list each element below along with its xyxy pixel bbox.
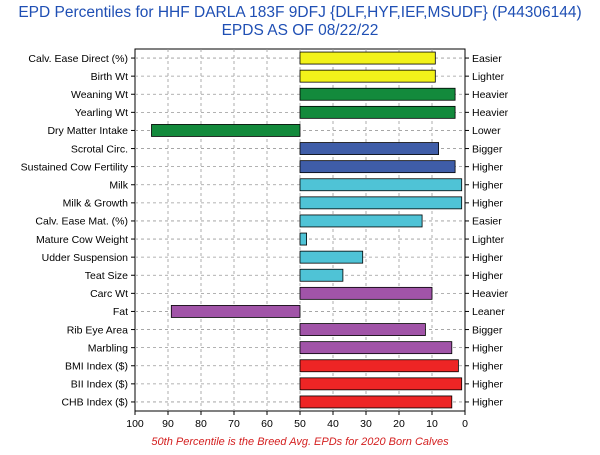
direction-label: Heavier — [472, 107, 509, 119]
x-tick-label: 50 — [294, 418, 306, 430]
x-tick-label: 70 — [228, 418, 240, 430]
direction-label: Heavier — [472, 89, 509, 101]
category-labels: Calv. Ease Direct (%) Birth Wt Weaning Wt Y… — [21, 53, 129, 409]
category-label: Scrotal Circ. — [71, 143, 128, 155]
x-axis-ticks: 100 90 80 70 60 50 40 30 20 10 0 — [126, 411, 468, 430]
category-label: Birth Wt — [91, 71, 128, 83]
bar-13 — [299, 286, 433, 300]
category-label: Sustained Cow Fertility — [21, 161, 129, 173]
chart-title: EPD Percentiles for HHF DARLA 183F 9DFJ … — [18, 4, 582, 21]
direction-label: Heavier — [472, 288, 509, 300]
x-tick-label: 90 — [162, 418, 174, 430]
category-label: Calv. Ease Mat. (%) — [35, 216, 128, 228]
direction-label: Higher — [472, 342, 503, 354]
direction-label: Lighter — [472, 234, 505, 246]
bar-9 — [299, 214, 423, 228]
direction-label: Bigger — [472, 324, 503, 336]
direction-label: Leaner — [472, 306, 505, 318]
bar-4 — [151, 124, 301, 137]
bar-10 — [299, 232, 307, 246]
direction-label: Easier — [472, 216, 502, 228]
bar-17 — [299, 359, 459, 373]
x-tick-label: 20 — [393, 418, 405, 430]
bar-2 — [299, 87, 456, 101]
bar-12 — [299, 268, 344, 282]
category-label: Rib Eye Area — [67, 324, 128, 336]
bar-15 — [299, 323, 426, 336]
x-tick-label: 30 — [360, 418, 372, 430]
category-label: BII Index ($) — [71, 379, 128, 391]
category-label: Calv. Ease Direct (%) — [28, 53, 128, 65]
direction-label: Higher — [472, 198, 503, 210]
bar-11 — [299, 250, 364, 264]
direction-label: Lower — [472, 125, 501, 137]
category-label: Teat Size — [85, 270, 128, 282]
right-labels: Easier Lighter Heavier Heavier Lower Bigger Hi… — [472, 53, 509, 409]
chart-subtitle: EPDS AS OF 08/22/22 — [221, 22, 379, 39]
direction-label: Higher — [472, 360, 503, 372]
bar-0 — [299, 51, 436, 65]
bar-16 — [299, 341, 453, 355]
category-label: Carc Wt — [90, 288, 128, 300]
x-tick-label: 40 — [327, 418, 339, 430]
x-tick-label: 0 — [462, 418, 468, 430]
category-label: Fat — [113, 306, 128, 318]
bar-19 — [299, 395, 453, 409]
x-tick-label: 100 — [126, 418, 144, 430]
direction-label: Easier — [472, 53, 502, 65]
direction-label: Lighter — [472, 71, 505, 83]
category-label: Milk — [109, 179, 128, 191]
x-tick-label: 80 — [195, 418, 207, 430]
category-label: Mature Cow Weight — [36, 234, 128, 246]
bar-6 — [299, 160, 456, 174]
category-label: Marbling — [88, 342, 128, 354]
bar-3 — [299, 105, 456, 119]
bars — [151, 51, 463, 409]
direction-label: Higher — [472, 161, 503, 173]
direction-label: Higher — [472, 270, 503, 282]
bar-7 — [299, 178, 463, 192]
category-label: Weaning Wt — [71, 89, 128, 101]
bar-14 — [170, 305, 301, 318]
x-tick-label: 10 — [426, 418, 438, 430]
direction-label: Bigger — [472, 143, 503, 155]
direction-label: Higher — [472, 252, 503, 264]
bar-1 — [299, 69, 436, 83]
direction-label: Higher — [472, 379, 503, 391]
bar-18 — [299, 377, 463, 391]
category-label: Dry Matter Intake — [47, 125, 128, 137]
category-label: BMI Index ($) — [65, 360, 128, 372]
direction-label: Higher — [472, 397, 503, 409]
direction-label: Higher — [472, 179, 503, 191]
category-label: Yearling Wt — [75, 107, 128, 119]
x-tick-label: 60 — [261, 418, 273, 430]
category-label: CHB Index ($) — [61, 397, 128, 409]
footnote: 50th Percentile is the Breed Avg. EPDs f… — [151, 436, 449, 448]
category-label: Udder Suspension — [42, 252, 129, 264]
bar-5 — [299, 142, 440, 155]
category-label: Milk & Growth — [63, 198, 129, 210]
bar-8 — [299, 196, 463, 210]
